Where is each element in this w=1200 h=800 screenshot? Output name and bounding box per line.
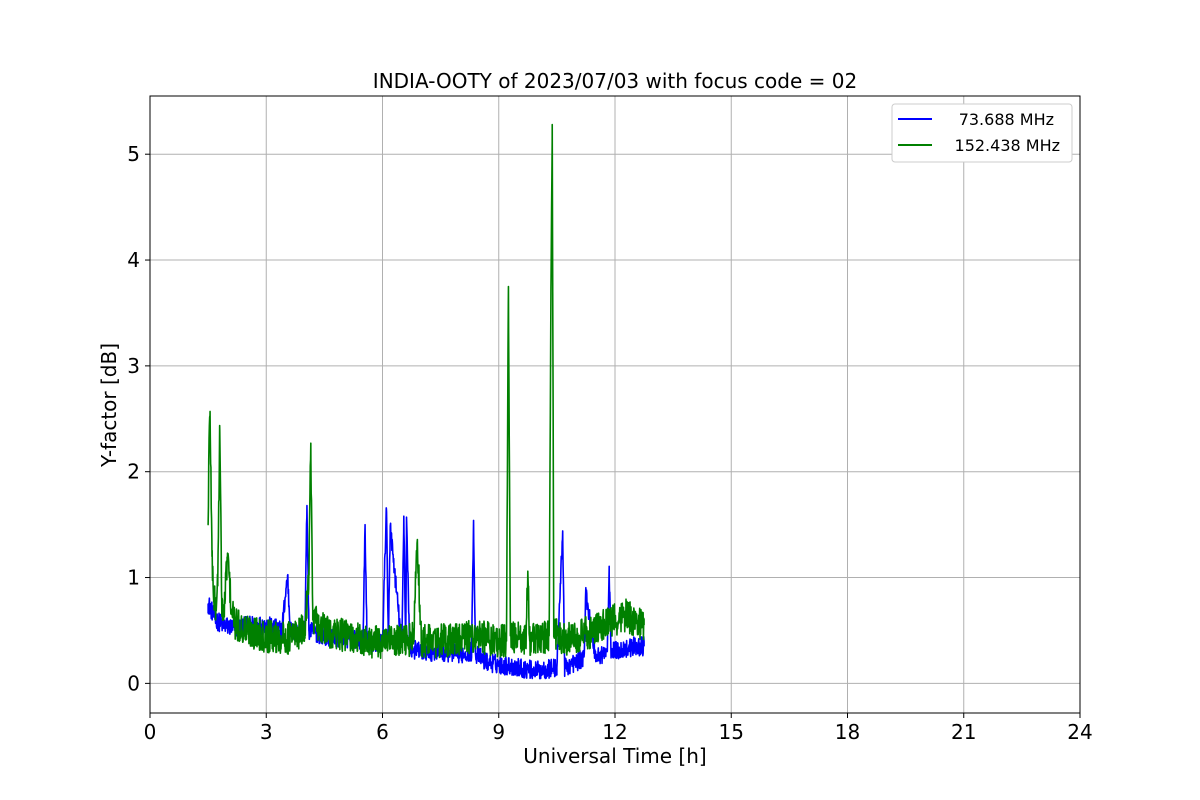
x-tick-label: 18	[835, 720, 860, 744]
series-layer	[207, 123, 645, 680]
y-tick-label: 0	[127, 671, 140, 695]
x-tick-label: 6	[376, 720, 389, 744]
x-tick-label: 9	[492, 720, 505, 744]
y-axis-label: Y-factor [dB]	[97, 343, 121, 468]
x-axis-label: Universal Time [h]	[523, 744, 706, 768]
chart-title: INDIA-OOTY of 2023/07/03 with focus code…	[373, 69, 857, 93]
y-tick-label: 3	[127, 354, 140, 378]
legend: 73.688 MHz 152.438 MHz	[891, 103, 1073, 163]
y-tick-label: 5	[127, 142, 140, 166]
legend-label-s2: 152.438 MHz	[955, 136, 1060, 155]
x-tick-label: 0	[144, 720, 157, 744]
y-tick-label: 4	[127, 248, 140, 272]
y-tick-label: 1	[127, 566, 140, 590]
x-tick-label: 21	[951, 720, 976, 744]
x-tick-label: 12	[602, 720, 627, 744]
x-tick-label: 15	[719, 720, 744, 744]
x-tick-label: 3	[260, 720, 273, 744]
y-tick-label: 2	[127, 460, 140, 484]
legend-box	[891, 103, 1073, 163]
series-line-2	[207, 123, 645, 659]
legend-label-s1: 73.688 MHz	[959, 110, 1054, 129]
x-tick-label: 24	[1067, 720, 1092, 744]
